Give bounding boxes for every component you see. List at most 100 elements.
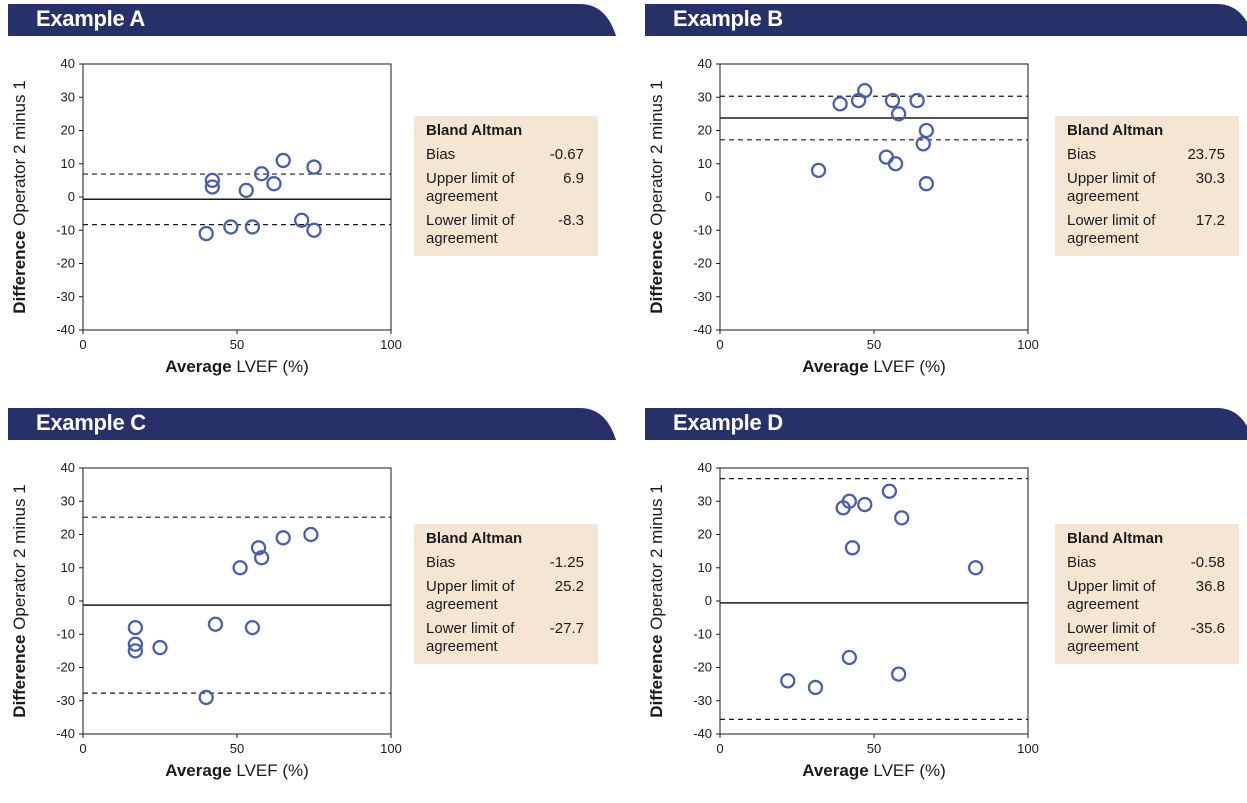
data-point: [127, 643, 144, 659]
data-point: [127, 619, 144, 636]
bias-value: 23.75: [1187, 146, 1225, 163]
x-tick-label: 0: [716, 337, 723, 352]
data-point: [810, 162, 827, 179]
data-point: [223, 219, 239, 235]
y-tick-label: 30: [698, 89, 712, 104]
y-tick-label: 20: [698, 527, 712, 542]
panel-title: Example A: [36, 6, 145, 31]
data-point: [275, 152, 291, 169]
y-tick-label: -40: [693, 726, 712, 741]
y-tick-label: 20: [61, 123, 75, 138]
upper-limit-value: 25.2: [554, 578, 584, 595]
lower-limit-label: Lower limit of agreement: [426, 620, 515, 655]
plot-frame: [82, 63, 392, 331]
upper-limit-value: 30.3: [1195, 170, 1225, 187]
y-tick-label: -40: [56, 322, 75, 337]
y-tick-label: 10: [698, 560, 712, 575]
data-point: [127, 636, 144, 652]
bias-value: -1.25: [549, 554, 584, 571]
data-point: [294, 212, 310, 228]
bias-value: -0.67: [549, 146, 584, 163]
x-tick-label: 100: [380, 337, 402, 352]
data-point: [250, 540, 267, 556]
data-point: [841, 493, 858, 509]
y-tick-label: 20: [698, 123, 712, 138]
data-point: [253, 550, 270, 566]
y-tick-label: -20: [56, 256, 75, 271]
panel-example-c: Example C 40 30 20 10 0 -10 -20 -30 -40 0 50 100 Ave…: [8, 408, 628, 803]
y-tick-label: 30: [698, 493, 712, 508]
y-tick-label: -10: [56, 222, 75, 237]
panel-banner: Example D: [645, 408, 1247, 440]
y-tick-label: -30: [693, 289, 712, 304]
plot-frame: [82, 467, 392, 735]
lower-limit-value: -27.7: [549, 620, 584, 637]
x-tick-label: 50: [867, 741, 881, 756]
panel-banner: Example A: [8, 4, 616, 36]
upper-limit-label: Upper limit of agreement: [1067, 170, 1156, 205]
data-point: [890, 666, 907, 682]
data-point: [303, 526, 319, 543]
plot-frame: [719, 63, 1029, 331]
data-point: [844, 540, 861, 556]
data-point: [244, 219, 261, 235]
panel-title: Example B: [673, 6, 783, 31]
data-point: [857, 496, 873, 513]
bias-label: Bias: [426, 554, 456, 571]
y-tick-label: 40: [698, 56, 712, 71]
upper-limit-label: Upper limit of agreement: [426, 170, 515, 205]
data-point: [198, 225, 214, 242]
x-axis-title: Average LVEF (%): [165, 357, 309, 376]
x-axis-title: Average LVEF (%): [165, 761, 309, 780]
x-tick-label: 0: [79, 741, 86, 756]
stats-box: Bland Altman Bias 23.75 Upper limit of ag…: [1055, 116, 1239, 256]
data-point: [918, 176, 935, 192]
data-point: [807, 679, 824, 696]
lower-limit-label: Lower limit of agreement: [1067, 212, 1156, 247]
data-point: [918, 122, 935, 139]
x-tick-label: 100: [380, 741, 402, 756]
data-point: [253, 166, 270, 182]
panel-example-b: Example B 40 30 20 10 0 -10 -20 -30 -40 0 50 100 Ave…: [645, 4, 1247, 399]
y-tick-label: 10: [61, 560, 75, 575]
y-axis-title: Difference Operator 2 minus 1: [647, 484, 666, 717]
data-point: [198, 689, 214, 706]
y-tick-label: 0: [705, 593, 712, 608]
stats-header: Bland Altman: [1067, 122, 1164, 139]
upper-limit-label: Upper limit of agreement: [426, 578, 515, 613]
stats-box: Bland Altman Bias -1.25 Upper limit of ag…: [414, 524, 598, 664]
data-point: [306, 222, 322, 238]
y-tick-label: 40: [61, 56, 75, 71]
bias-label: Bias: [426, 146, 456, 163]
data-point: [152, 639, 168, 656]
panel-banner: Example C: [8, 408, 616, 440]
y-tick-label: -10: [693, 626, 712, 641]
y-axis-title: Difference Operator 2 minus 1: [10, 80, 29, 313]
bias-label: Bias: [1067, 146, 1097, 163]
data-point: [232, 560, 248, 576]
stats-header: Bland Altman: [426, 530, 523, 547]
data-point: [780, 673, 796, 689]
stats-header: Bland Altman: [1067, 530, 1164, 547]
bias-value: -0.58: [1190, 554, 1225, 571]
y-tick-label: -30: [56, 693, 75, 708]
lower-limit-label: Lower limit of agreement: [426, 212, 515, 247]
data-point: [244, 619, 261, 636]
y-tick-label: -20: [693, 256, 712, 271]
y-tick-label: 10: [698, 156, 712, 171]
data-point: [857, 82, 873, 99]
stats-box: Bland Altman Bias -0.58 Upper limit of ag…: [1055, 524, 1239, 664]
x-axis-title: Average LVEF (%): [802, 357, 946, 376]
stats-box: Bland Altman Bias -0.67 Upper limit of ag…: [414, 116, 598, 256]
data-point: [238, 182, 254, 199]
data-point: [909, 92, 925, 109]
data-point: [306, 159, 322, 175]
x-tick-label: 50: [230, 337, 244, 352]
y-tick-label: 40: [61, 460, 75, 475]
data-point: [887, 156, 904, 172]
x-tick-label: 100: [1017, 741, 1039, 756]
upper-limit-value: 36.8: [1195, 578, 1225, 595]
panel-example-d: Example D 40 30 20 10 0 -10 -20 -30 -40 0 50 100 Ave…: [645, 408, 1247, 803]
